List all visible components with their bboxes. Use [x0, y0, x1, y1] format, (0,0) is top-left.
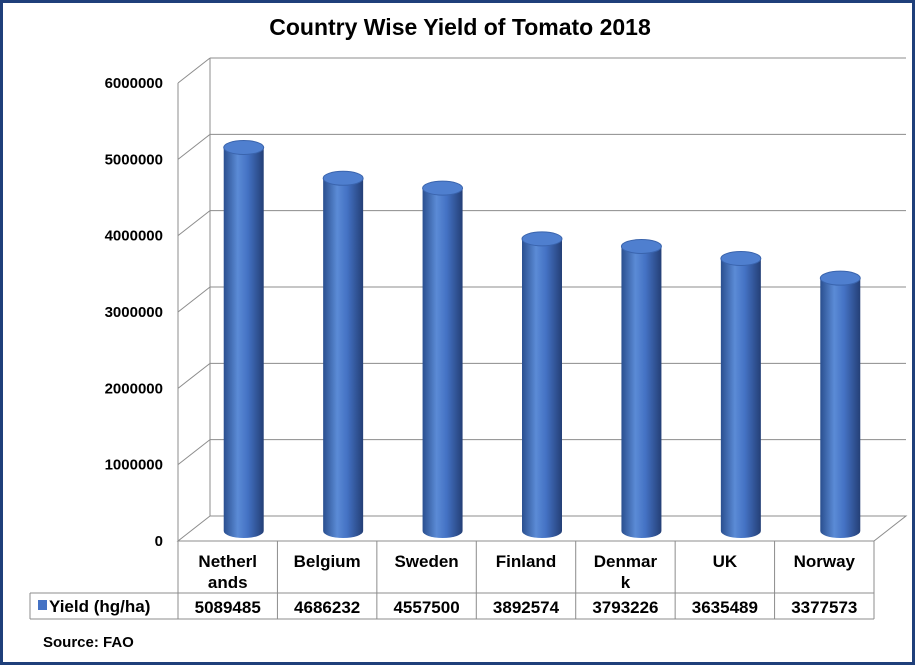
bar-finland [521, 231, 563, 538]
bar-body [223, 147, 264, 539]
bar-uk [720, 250, 762, 538]
bar-norway [819, 270, 861, 538]
gridline-side [177, 439, 211, 466]
x-tick-label: Finland [496, 552, 556, 571]
y-tick-label: 5000000 [105, 151, 163, 168]
data-table: Netherl ands Belgium Sweden Finland Denmar k UK… [29, 541, 875, 620]
gridline-side [177, 57, 211, 84]
bar-netherlands [223, 140, 265, 539]
bar-belgium [322, 170, 364, 538]
bar-denmark [620, 238, 662, 538]
bar-body [720, 258, 761, 538]
source-note: Source: FAO [43, 634, 134, 651]
y-tick-label: 6000000 [105, 75, 163, 92]
y-tick-label: 3000000 [105, 304, 163, 321]
bar-top [223, 140, 265, 156]
bar-body [621, 246, 662, 538]
y-tick-label: 2000000 [105, 380, 163, 397]
data-label: 3377573 [791, 598, 857, 617]
data-label: 5089485 [195, 598, 261, 617]
floor-plane [176, 515, 908, 542]
data-label: 3793226 [592, 598, 658, 617]
data-label: 4557500 [393, 598, 459, 617]
chart-title: Country Wise Yield of Tomato 2018 [269, 14, 651, 40]
bar-body [422, 188, 463, 538]
data-label: 4686232 [294, 598, 360, 617]
bar-body [522, 238, 562, 538]
bar-top [720, 250, 762, 266]
bar-top [620, 238, 662, 254]
x-tick-label: Denmar k [594, 552, 658, 592]
y-axis-ticks: 0 1000000 2000000 3000000 4000000 5000000 6000… [105, 75, 163, 550]
x-tick-label: Belgium [294, 552, 361, 571]
gridline-side [177, 133, 211, 160]
bar-body [323, 178, 364, 538]
data-label: 3635489 [692, 598, 758, 617]
y-tick-label: 4000000 [105, 228, 163, 245]
bar-top [819, 270, 861, 286]
data-label: 3892574 [493, 598, 560, 617]
gridline-side [177, 362, 211, 389]
bar-top [322, 170, 364, 186]
bar-body [820, 278, 861, 538]
x-tick-label: Netherl ands [198, 552, 257, 592]
x-tick-label: UK [713, 552, 738, 571]
x-tick-label: Norway [794, 552, 856, 571]
legend-swatch [38, 600, 47, 610]
y-tick-label: 1000000 [105, 457, 163, 474]
y-tick-label: 0 [155, 533, 163, 550]
gridline-side [177, 286, 211, 313]
bar-sweden [422, 180, 464, 538]
bar-top [422, 180, 464, 196]
gridline-side [177, 210, 211, 237]
bar-top [521, 231, 563, 247]
x-tick-label: Sweden [394, 552, 458, 571]
bars [223, 140, 861, 539]
legend-label: Yield (hg/ha) [49, 597, 150, 616]
